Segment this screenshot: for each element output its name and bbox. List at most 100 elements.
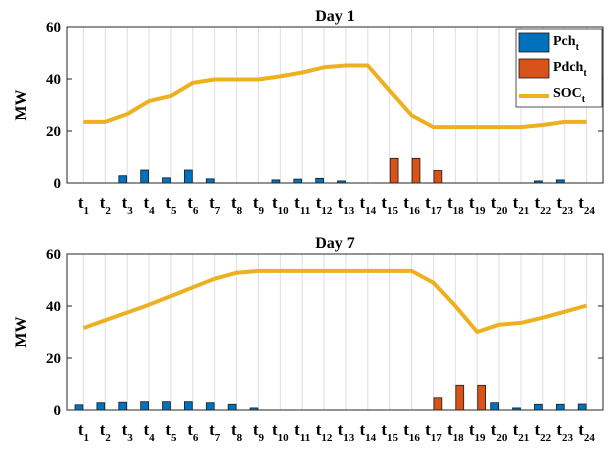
y-axis-label: MW <box>13 316 30 347</box>
bar-pdch <box>411 157 421 184</box>
x-tick-label: t8 <box>231 420 243 444</box>
legend: Pcht Pdcht SOCt <box>515 28 603 108</box>
x-tick-label: t16 <box>403 420 420 444</box>
x-tick-label: t1 <box>78 193 89 217</box>
x-tick-label: t5 <box>165 420 177 444</box>
x-tick-label: t5 <box>165 193 177 217</box>
x-tick-label: t9 <box>253 420 265 444</box>
x-tick-label: t20 <box>491 420 508 444</box>
y-tick-label: 60 <box>46 20 61 36</box>
bar-pch <box>162 177 171 184</box>
x-tick-label: t8 <box>231 193 243 217</box>
bar-pch <box>227 403 237 411</box>
x-tick-label: t4 <box>143 420 155 444</box>
bar-pch <box>205 178 215 184</box>
x-tick-label: t12 <box>316 420 333 444</box>
x-tick-label: t22 <box>535 420 552 444</box>
bar-pch <box>118 401 128 411</box>
axes-box <box>66 26 604 184</box>
chart-title: Day 7 <box>315 235 355 252</box>
legend-label-pch: Pcht <box>553 34 580 53</box>
x-tick-label: t9 <box>253 193 265 217</box>
x-tick-label: t18 <box>447 193 464 217</box>
bar-pch <box>96 402 106 411</box>
x-tick-label: t17 <box>425 193 442 217</box>
x-tick-label: t24 <box>578 193 595 217</box>
x-tick-label: t10 <box>272 193 289 217</box>
x-tick-label: t23 <box>556 193 573 217</box>
bar-pch <box>205 402 215 411</box>
bar-pch <box>140 169 149 184</box>
plot-area <box>67 254 603 410</box>
x-tick-label: t14 <box>359 420 376 444</box>
x-tick-label: t20 <box>491 193 508 217</box>
x-tick-label: t19 <box>469 193 486 217</box>
y-tick-label: 20 <box>46 351 61 367</box>
x-tick-label: t17 <box>425 420 442 444</box>
y-tick-label: 40 <box>46 72 61 88</box>
y-tick-label: 60 <box>46 247 61 263</box>
x-tick-label: t14 <box>359 193 376 217</box>
x-tick-label: t6 <box>187 420 199 444</box>
legend-label-soc: SOCt <box>553 86 586 105</box>
bar-pch <box>184 169 193 184</box>
x-tick-label: t16 <box>403 193 420 217</box>
x-tick-label: t6 <box>187 193 199 217</box>
x-tick-label: t2 <box>100 420 112 444</box>
y-axis-label: MW <box>13 89 30 120</box>
x-tick-label: t10 <box>272 420 289 444</box>
x-tick-label: t11 <box>294 420 310 444</box>
x-tick-label: t12 <box>316 193 333 217</box>
chart-title: Day 1 <box>315 8 355 25</box>
bar-pch <box>534 403 543 411</box>
x-tick-label: t4 <box>143 193 155 217</box>
bar-pdch <box>433 170 443 184</box>
y-tick-label: 40 <box>46 299 61 315</box>
bar-pch <box>118 175 128 184</box>
y-tick-label: 0 <box>54 403 62 419</box>
bar-pch <box>490 402 499 411</box>
x-tick-label: t23 <box>556 420 573 444</box>
x-tick-label: t15 <box>381 193 398 217</box>
bar-pch <box>162 401 171 411</box>
x-tick-label: t7 <box>209 193 221 217</box>
x-tick-label: t11 <box>294 193 310 217</box>
series-line-soc <box>82 268 588 334</box>
x-tick-label: t22 <box>535 193 552 217</box>
x-tick-label: t18 <box>447 420 464 444</box>
legend-label-pdch: Pdcht <box>553 60 587 79</box>
bar-pch <box>293 178 303 184</box>
x-tick-label: t7 <box>209 420 221 444</box>
bar-pdch <box>389 157 399 184</box>
x-tick-label: t13 <box>338 193 355 217</box>
bar-pch <box>315 177 324 184</box>
x-tick-label: t24 <box>578 420 595 444</box>
bar-pch <box>140 401 149 411</box>
x-tick-label: t3 <box>122 420 134 444</box>
x-tick-label: t19 <box>469 420 486 444</box>
x-tick-label: t2 <box>100 193 112 217</box>
x-tick-label: t15 <box>381 420 398 444</box>
bar-pch <box>74 404 84 411</box>
plot-area <box>67 27 603 183</box>
legend-swatch-pdch <box>518 58 550 79</box>
bar-pdch <box>455 384 465 411</box>
axes-box <box>66 253 604 411</box>
y-tick-label: 20 <box>46 124 61 140</box>
y-tick-label: 0 <box>54 176 62 192</box>
chart-panel-1: 0 20 40 60 t1 t2 t3 t4 t5 t6 t7 t8 t9 t10 t11 t12 t13 t14… <box>13 8 604 217</box>
chart-panel-2: 0 20 40 60 t1 t2 t3 t4 t5 t6 t7 t8 t9 t10 t11 t12 t13 t14… <box>13 235 604 444</box>
bar-pdch <box>477 384 486 411</box>
x-tick-label: t1 <box>78 420 89 444</box>
bar-pch <box>184 401 193 411</box>
bar-pch <box>577 403 587 411</box>
x-tick-label: t21 <box>513 193 530 217</box>
bar-pdch <box>433 397 443 411</box>
bar-pch <box>555 403 565 411</box>
legend-swatch-pch <box>518 32 550 53</box>
x-tick-label: t3 <box>122 193 134 217</box>
series-line-soc <box>83 63 587 130</box>
x-tick-label: t13 <box>338 420 355 444</box>
x-tick-label: t21 <box>513 420 530 444</box>
